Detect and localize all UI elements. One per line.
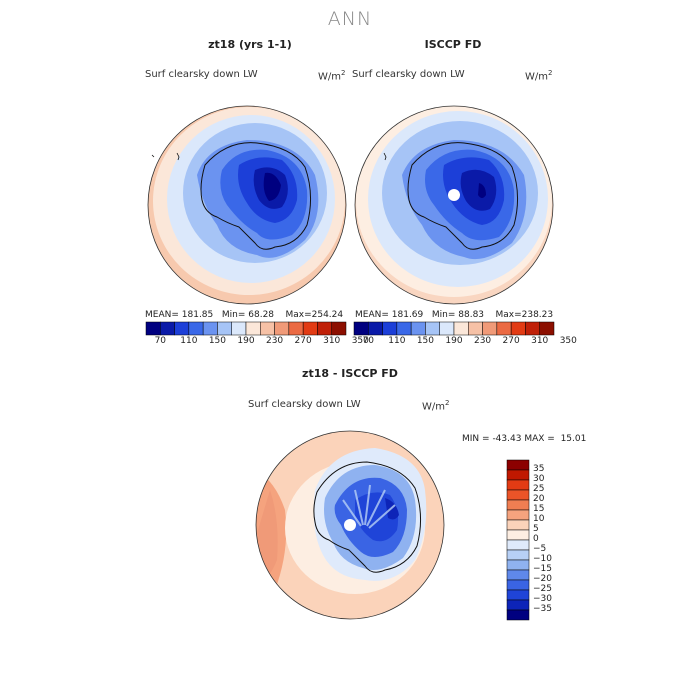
colorbar-swatch [506,599,530,611]
colorbar-swatch [353,321,369,336]
panel2-polar-map [354,105,554,305]
colorbar-swatch [425,321,440,336]
colorbar-tick-label: −35 [533,604,552,614]
colorbar-tick-label: 150 [416,336,435,346]
colorbar-swatch [506,519,530,531]
colorbar-tick-label: 15 [533,504,545,514]
panel1-variable: Surf clearsky down LW [145,69,258,80]
colorbar-tick-label: −25 [533,584,552,594]
colorbar-tick-label: 70 [362,336,375,346]
colorbar-swatch [396,321,412,336]
panel2-title: ISCCP FD [424,38,482,51]
colorbar-swatch [506,609,530,621]
colorbar-tick-label: −15 [533,564,552,574]
panel2-units: W/m2 [525,69,553,83]
colorbar-tick-label: 350 [351,336,369,346]
colorbar-swatch [506,529,530,541]
colorbar-swatch [231,321,247,336]
colorbar-swatch [539,321,555,336]
panel1-polar-map [147,105,347,305]
colorbar-swatch [506,589,530,601]
colorbar-tick-label: 150 [208,336,227,346]
colorbar-swatch [317,321,332,336]
colorbar-tick-label: −10 [533,554,552,564]
colorbar-swatch [506,579,530,591]
panel3-title: zt18 - ISCCP FD [302,367,398,380]
panel2-colorbar-labels: 70 110 150 190 230 270 310 350 [354,336,577,350]
colorbar-swatch [506,569,530,581]
colorbar-swatch [506,479,530,491]
colorbar-swatch [506,459,530,471]
colorbar-tick-label: 10 [533,514,545,524]
panel3-polar-map [255,430,445,620]
colorbar-swatch [202,321,218,336]
colorbar-tick-label: 270 [502,336,520,346]
colorbar-tick-label: 70 [154,336,167,346]
colorbar-swatch [525,321,540,336]
colorbar-swatch [482,321,498,336]
colorbar-tick-label: 310 [323,336,341,346]
colorbar-swatch [468,321,483,336]
colorbar-tick-label: 270 [294,336,312,346]
colorbar-tick-label: 30 [533,474,545,484]
figure-title: ANN [327,8,373,30]
colorbar-swatch [260,321,275,336]
colorbar-swatch [188,321,204,336]
colorbar-swatch [506,539,530,551]
panel3-colorbar [506,459,530,621]
panel1-colorbar [145,321,347,336]
colorbar-tick-label: 190 [445,336,463,346]
panel2-variable: Surf clearsky down LW [352,69,465,80]
colorbar-tick-label: 110 [180,336,198,346]
colorbar-swatch [368,321,383,336]
colorbar-swatch [506,469,530,481]
colorbar-swatch [439,321,455,336]
colorbar-swatch [245,321,261,336]
colorbar-tick-label: 190 [237,336,255,346]
colorbar-tick-label: 310 [531,336,549,346]
panel1-units: W/m2 [318,69,346,83]
colorbar-swatch [274,321,290,336]
panel2-stats: MEAN= 181.69 Min= 88.83 Max=238.23 [355,310,554,320]
colorbar-tick-label: −30 [533,594,552,604]
colorbar-swatch [496,321,512,336]
colorbar-swatch [506,559,530,571]
panel3-colorbar-labels: 35 30 25 20 15 10 5 0 −5 −10 −15 −20 −25 −30 −35 [533,460,573,620]
colorbar-tick-label: −20 [533,574,552,584]
colorbar-swatch [506,509,530,521]
colorbar-swatch [506,549,530,561]
colorbar-tick-label: 230 [265,336,284,346]
colorbar-swatch [506,489,530,501]
colorbar-swatch [453,321,469,336]
colorbar-swatch [174,321,190,336]
colorbar-tick-label: 350 [559,336,577,346]
colorbar-tick-label: 230 [473,336,492,346]
colorbar-swatch [331,321,347,336]
panel3-variable: Surf clearsky down LW [248,399,361,410]
colorbar-tick-label: 110 [388,336,406,346]
panel1-stats: MEAN= 181.85 Min= 68.28 Max=254.24 [145,310,344,320]
colorbar-tick-label: 0 [533,534,539,544]
colorbar-swatch [288,321,304,336]
colorbar-tick-label: 25 [533,484,545,494]
panel3-stats: MIN = -43.43 MAX = 15.01 [462,434,587,444]
colorbar-swatch [382,321,398,336]
colorbar-swatch [506,499,530,511]
colorbar-tick-label: 5 [533,524,539,534]
colorbar-swatch [160,321,175,336]
panel1-title: zt18 (yrs 1-1) [208,38,292,51]
panel3-units: W/m2 [422,399,450,413]
colorbar-tick-label: 35 [533,464,545,474]
colorbar-swatch [410,321,426,336]
colorbar-swatch [217,321,232,336]
panel1-colorbar-labels: 70 110 150 190 230 270 310 350 [146,336,369,350]
colorbar-swatch [302,321,318,336]
panel2-colorbar [353,321,555,336]
colorbar-swatch [145,321,161,336]
colorbar-tick-label: 20 [533,494,545,504]
colorbar-tick-label: −5 [533,544,547,554]
colorbar-swatch [510,321,526,336]
